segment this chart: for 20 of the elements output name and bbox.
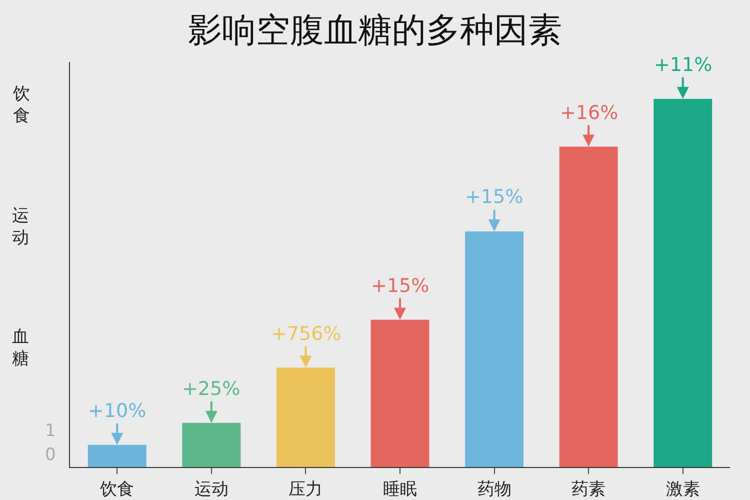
annotation: +11%	[654, 54, 712, 76]
annotation: +10%	[88, 400, 146, 422]
annotation: +756%	[271, 323, 342, 345]
annotation: +16%	[560, 102, 618, 124]
text: 0	[45, 445, 56, 465]
x-tick-label: 饮食	[99, 479, 134, 500]
chart-title: 影响空腹血糖的多种因素	[188, 10, 562, 50]
text: 运动	[12, 206, 29, 248]
text: 1	[45, 421, 56, 441]
x-tick-label: 激素	[666, 479, 700, 500]
annotation: +25%	[182, 378, 240, 400]
x-tick-label: 运动	[194, 479, 228, 500]
annotation: +15%	[465, 186, 524, 208]
x-tick-label: 药素	[572, 479, 606, 500]
text: 饮食	[12, 84, 30, 126]
x-tick-label: 药物	[477, 479, 512, 500]
x-tick-label: 睡眠	[383, 479, 417, 500]
annotation: +15%	[371, 275, 430, 297]
x-tick-label: 压力	[288, 479, 323, 500]
text: 血糖	[12, 327, 29, 370]
